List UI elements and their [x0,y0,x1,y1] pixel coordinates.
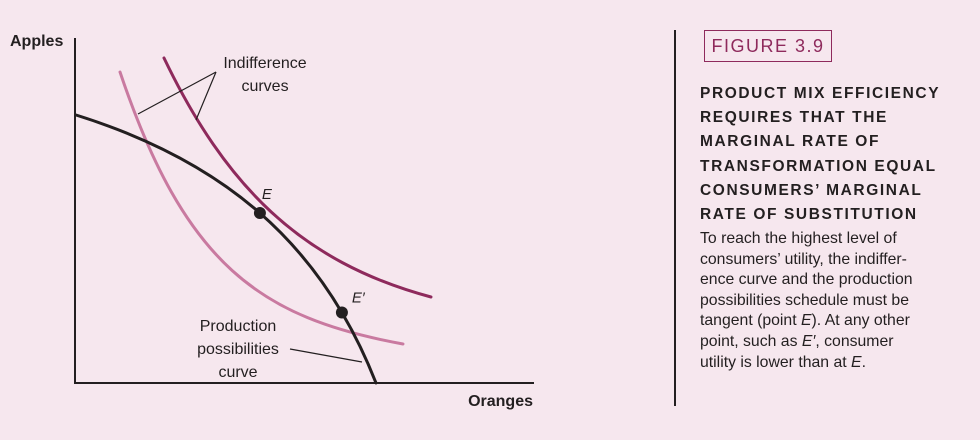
figure-caption-line: ence curve and the production [700,271,913,289]
production-leader [289,348,363,363]
figure-caption-line: utility is lower than at E. [700,353,866,371]
production-annotation-line-3: curve [218,364,257,381]
indifference-leader-1 [137,71,217,115]
point-label: E′ [352,289,366,306]
indifference-curve-high [162,56,433,299]
indifference-leader-2 [195,71,217,121]
point-label: E [262,186,273,203]
point-marker [335,306,348,319]
figure-caption-line: consumers’ utility, the indiffer- [700,250,907,268]
figure-title-line: TRANSFORMATION EQUAL [700,157,937,175]
figure-title: PRODUCT MIX EFFICIENCY REQUIRES THAT THE M… [700,82,975,227]
point-reference: E [801,312,812,330]
figure-title-line: RATE OF SUBSTITUTION [700,206,918,224]
figure-title-line: REQUIRES THAT THE [700,109,888,127]
y-axis-label: Apples [10,33,63,50]
figure-caption-line: possibilities schedule must be [700,291,909,309]
figure-number: FIGURE 3.9 [711,35,825,56]
figure-title-line: CONSUMERS’ MARGINAL [700,181,923,199]
point-reference: E′ [801,332,816,350]
point-marker [253,207,266,220]
figure-caption-line: tangent (point E). At any other [700,312,910,330]
figure-caption-line: To reach the highest level of [700,230,897,247]
figure-caption-line: point, such as E′, consumer [700,332,894,350]
x-axis-label: Oranges [468,393,533,410]
production-annotation-line-2: possibilities [197,341,279,358]
figure-caption: To reach the highest level of consumers’ … [700,229,972,373]
chart: Apples Oranges Indifference curves Produ… [10,33,534,410]
figure-number-box: FIGURE 3.9 [704,30,832,62]
point-reference: E [851,353,862,371]
panel-divider [674,30,676,406]
indifference-annotation-line-2: curves [241,78,288,95]
figure-title-line: MARGINAL RATE OF [700,133,881,151]
indifference-annotation-line-1: Indifference [223,55,306,72]
production-annotation-line-1: Production [200,318,277,335]
figure-title-line: PRODUCT MIX EFFICIENCY [700,85,941,102]
